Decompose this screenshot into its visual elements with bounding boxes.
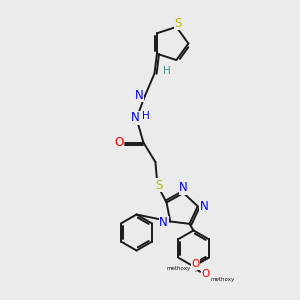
Text: H: H (142, 111, 150, 121)
Text: N: N (159, 217, 168, 230)
Text: O: O (114, 136, 123, 149)
Text: N: N (200, 200, 209, 213)
Text: O: O (201, 269, 210, 279)
Text: methoxy: methoxy (211, 277, 235, 282)
Text: N: N (179, 181, 188, 194)
Text: S: S (174, 17, 182, 30)
Text: N: N (135, 88, 144, 102)
Text: methoxy: methoxy (184, 270, 190, 271)
Text: methoxy: methoxy (166, 266, 190, 271)
Text: methyl: methyl (195, 270, 200, 272)
Text: N: N (130, 111, 140, 124)
Text: O: O (191, 259, 200, 269)
Text: H: H (163, 66, 171, 76)
Text: S: S (155, 179, 163, 192)
